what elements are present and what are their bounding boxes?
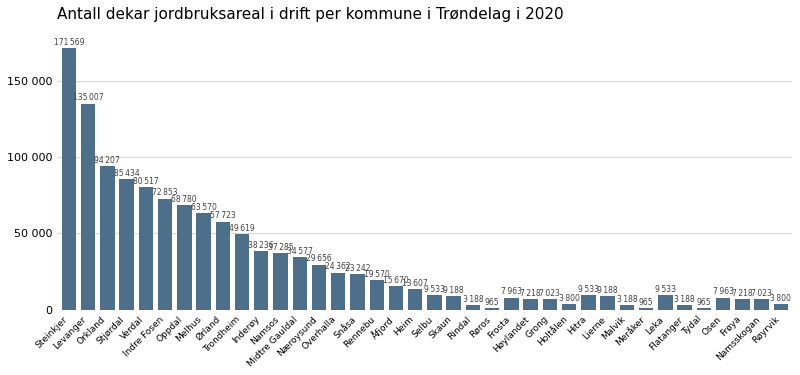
Bar: [620, 305, 634, 310]
Text: 7 023: 7 023: [751, 289, 772, 298]
Text: 171 569: 171 569: [54, 38, 84, 46]
Bar: [466, 305, 480, 310]
Text: 13 607: 13 607: [402, 279, 428, 288]
Bar: [427, 295, 442, 310]
Text: 15 670: 15 670: [383, 276, 409, 285]
Bar: [504, 298, 518, 310]
Text: 9 533: 9 533: [578, 285, 599, 294]
Text: 7 963: 7 963: [501, 287, 522, 296]
Bar: [716, 298, 730, 310]
Text: 7 218: 7 218: [520, 289, 541, 298]
Bar: [774, 304, 788, 310]
Bar: [235, 234, 250, 310]
Bar: [62, 48, 76, 310]
Bar: [658, 295, 673, 310]
Text: 23 242: 23 242: [345, 264, 370, 273]
Text: 9 533: 9 533: [424, 285, 445, 294]
Text: 7 218: 7 218: [732, 289, 753, 298]
Text: 965: 965: [485, 298, 499, 307]
Bar: [754, 299, 769, 310]
Text: 37 285: 37 285: [268, 243, 294, 252]
Bar: [350, 274, 365, 310]
Bar: [542, 299, 557, 310]
Bar: [177, 205, 191, 310]
Text: 3 188: 3 188: [462, 295, 483, 304]
Text: 94 207: 94 207: [94, 156, 120, 165]
Text: 965: 965: [639, 298, 654, 307]
Bar: [408, 289, 422, 310]
Text: 57 723: 57 723: [210, 211, 236, 220]
Text: 80 517: 80 517: [133, 177, 158, 186]
Bar: [331, 273, 346, 310]
Bar: [158, 198, 172, 310]
Text: Antall dekar jordbruksareal i drift per kommune i Trøndelag i 2020: Antall dekar jordbruksareal i drift per …: [58, 7, 564, 22]
Bar: [138, 187, 153, 310]
Bar: [119, 179, 134, 310]
Text: 85 434: 85 434: [114, 169, 139, 178]
Bar: [446, 296, 461, 310]
Bar: [678, 305, 692, 310]
Bar: [293, 257, 307, 310]
Bar: [100, 166, 114, 310]
Bar: [523, 299, 538, 310]
Bar: [485, 308, 499, 310]
Text: 24 362: 24 362: [326, 262, 351, 272]
Text: 135 007: 135 007: [73, 93, 103, 102]
Bar: [639, 308, 654, 310]
Bar: [312, 264, 326, 310]
Bar: [370, 280, 384, 310]
Text: 3 188: 3 188: [674, 295, 695, 304]
Text: 3 188: 3 188: [617, 295, 637, 304]
Bar: [81, 104, 95, 310]
Text: 19 570: 19 570: [364, 270, 390, 279]
Bar: [254, 251, 269, 310]
Bar: [735, 299, 750, 310]
Bar: [601, 296, 615, 310]
Bar: [581, 295, 596, 310]
Text: 965: 965: [697, 298, 711, 307]
Text: 9 188: 9 188: [598, 285, 618, 294]
Text: 38 236: 38 236: [249, 241, 274, 250]
Text: 3 800: 3 800: [558, 294, 579, 303]
Bar: [562, 304, 576, 310]
Text: 34 577: 34 577: [287, 247, 313, 256]
Text: 7 963: 7 963: [713, 287, 734, 296]
Bar: [215, 222, 230, 310]
Text: 63 570: 63 570: [190, 202, 217, 211]
Bar: [389, 286, 403, 310]
Text: 9 533: 9 533: [655, 285, 676, 294]
Text: 29 656: 29 656: [306, 254, 332, 263]
Text: 9 188: 9 188: [443, 285, 464, 294]
Text: 49 619: 49 619: [229, 224, 255, 233]
Bar: [697, 308, 711, 310]
Bar: [274, 253, 288, 310]
Text: 3 800: 3 800: [770, 294, 791, 303]
Text: 7 023: 7 023: [539, 289, 560, 298]
Bar: [196, 213, 210, 310]
Text: 72 853: 72 853: [152, 188, 178, 197]
Text: 68 780: 68 780: [171, 195, 197, 204]
